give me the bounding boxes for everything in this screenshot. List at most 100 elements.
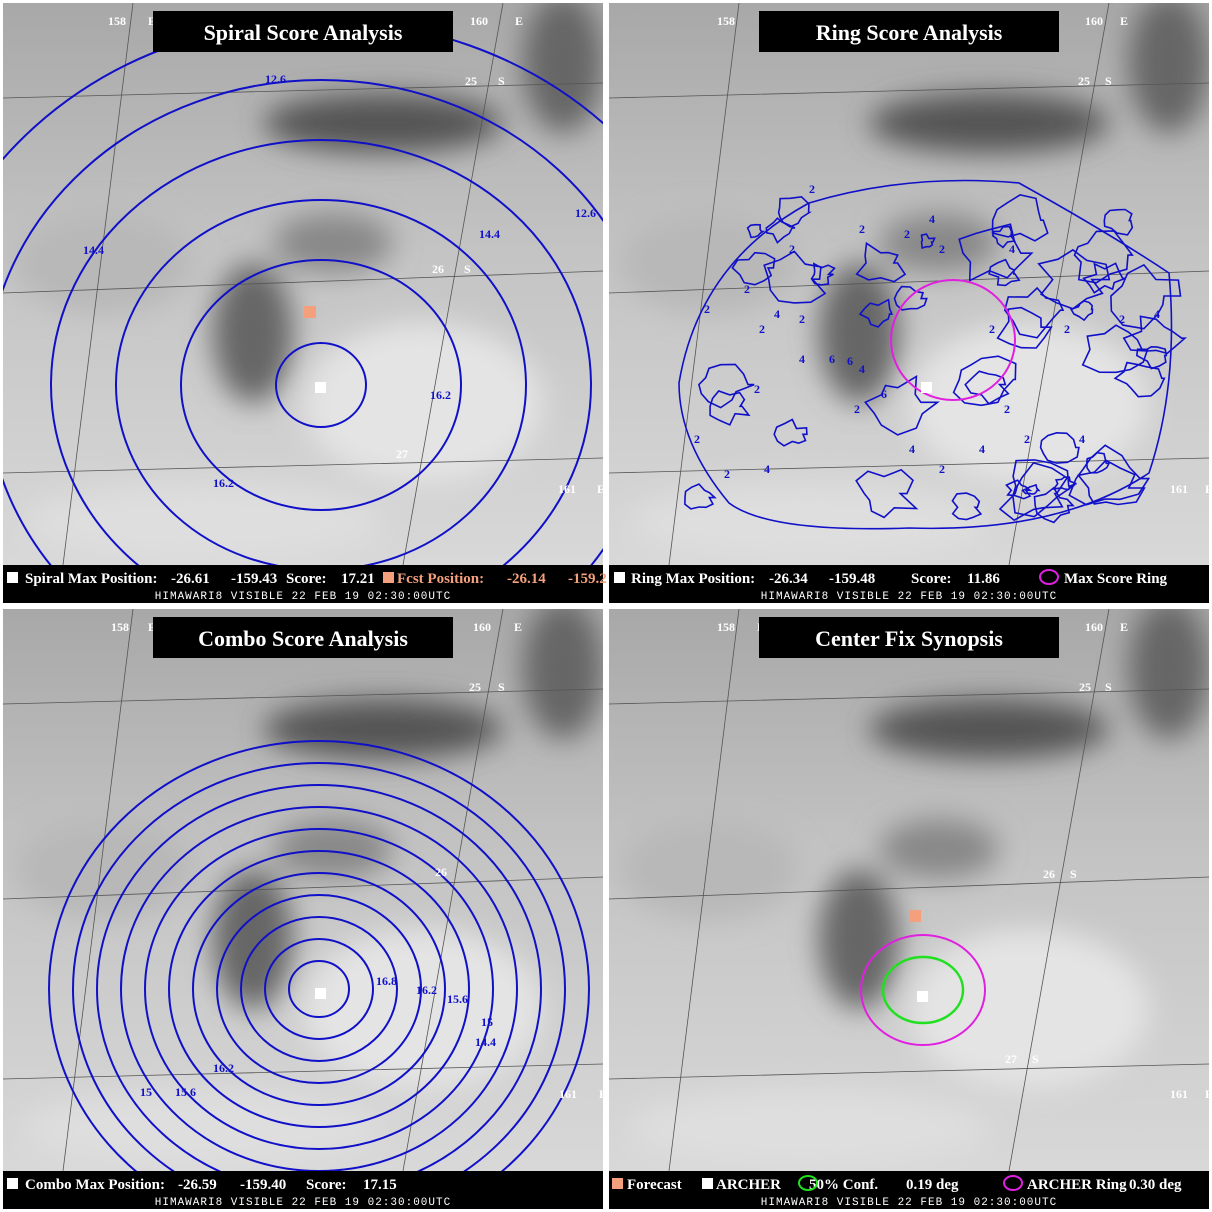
- satellite-image: [609, 3, 1209, 565]
- contour-label: 15.6: [447, 992, 468, 1006]
- grid-label: 158: [108, 14, 126, 28]
- contour: [991, 194, 1049, 242]
- contour: [731, 251, 776, 286]
- contour: [777, 195, 812, 228]
- icon: [383, 572, 394, 583]
- contour: [951, 492, 983, 521]
- contour-label: 16.2: [430, 388, 451, 402]
- cloud: [273, 819, 393, 879]
- satellite-image: [3, 3, 603, 565]
- footer-bar: [609, 1171, 1209, 1209]
- contour: [3, 79, 603, 565]
- contour: [50, 139, 592, 565]
- cloud: [629, 1089, 989, 1169]
- lat-lon-line: [609, 82, 1209, 99]
- icon: [798, 1175, 818, 1191]
- grid-label: S: [498, 74, 505, 88]
- contour-label: 4: [1154, 307, 1160, 321]
- icon: [1003, 1175, 1023, 1191]
- contour-label: 12.6: [575, 206, 596, 220]
- grid-label: E: [514, 620, 522, 634]
- panel-title: Combo Score Analysis: [198, 626, 408, 651]
- legend-text: Ring Max Position:: [631, 571, 755, 587]
- cloud: [819, 263, 899, 403]
- contour: [763, 250, 827, 304]
- contour-label: 16.8: [376, 974, 397, 988]
- contour-label: 2: [799, 312, 805, 326]
- contour: [1039, 431, 1080, 464]
- contour: [998, 461, 1069, 522]
- legend-text: 17.21: [341, 571, 375, 587]
- lat-lon-line: [402, 3, 504, 565]
- contour: [1081, 324, 1149, 374]
- contour: [920, 233, 936, 250]
- footer-info: HIMAWARI8 VISIBLE 22 FEB 19 02:30:00UTC: [155, 591, 451, 603]
- contour-label: 4: [774, 307, 780, 321]
- grid-label: E: [1205, 482, 1212, 496]
- legend-text: -159.40: [240, 1177, 286, 1193]
- lat-lon-line: [609, 876, 1209, 900]
- lat-lon-line: [609, 457, 1209, 474]
- legend-text: Score:: [911, 571, 952, 587]
- contour: [1037, 248, 1111, 310]
- archer-marker: [917, 991, 928, 1002]
- footer-info: HIMAWARI8 VISIBLE 22 FEB 19 02:30:00UTC: [761, 591, 1057, 603]
- grid-label: 25: [1078, 74, 1090, 88]
- legend-text: ARCHER: [716, 1177, 781, 1193]
- contour: [991, 225, 1016, 249]
- legend-text: 0.19 deg: [906, 1177, 959, 1193]
- grid-label: 158: [717, 620, 735, 634]
- contour-label: 4: [1009, 242, 1015, 256]
- legend-text: 17.15: [363, 1177, 397, 1193]
- cloud: [629, 483, 989, 563]
- legend-text: 0.30 deg: [1129, 1177, 1182, 1193]
- contour: [275, 342, 367, 428]
- title-box: [153, 11, 453, 52]
- contour-label: 4: [859, 362, 865, 376]
- footer-info: HIMAWARI8 VISIBLE 22 FEB 19 02:30:00UTC: [761, 1197, 1057, 1209]
- footer-bar: [3, 565, 603, 603]
- grid-label: 160: [470, 14, 488, 28]
- panel-title: Spiral Score Analysis: [204, 20, 403, 45]
- contour-label: 4: [1079, 432, 1085, 446]
- contour-label: 2: [704, 302, 710, 316]
- contour-label: 2: [759, 322, 765, 336]
- cloud: [819, 869, 899, 1009]
- contour: [180, 259, 462, 511]
- cloud: [1129, 609, 1209, 739]
- contours: [48, 740, 590, 1171]
- footer-info: HIMAWARI8 VISIBLE 22 FEB 19 02:30:00UTC: [155, 1197, 451, 1209]
- contour-label: 2: [724, 467, 730, 481]
- contour-label: 2: [694, 432, 700, 446]
- cloud: [909, 323, 1149, 483]
- legend-icons: [614, 569, 1059, 585]
- contour: [1110, 263, 1182, 330]
- contour-label: 4: [979, 442, 985, 456]
- archer-marker: [315, 382, 326, 393]
- grid-label: S: [1070, 867, 1077, 881]
- grid-label: E: [597, 482, 605, 496]
- contour: [684, 483, 717, 510]
- legend-text: Max Score Ring: [1064, 571, 1168, 587]
- grid-label: 27: [396, 447, 408, 461]
- cloud: [303, 323, 543, 483]
- cloud: [619, 819, 799, 919]
- footer-bar: [3, 1171, 603, 1209]
- contour-label: 2: [1119, 312, 1125, 326]
- contour: [810, 262, 836, 286]
- contour-label: 2: [789, 242, 795, 256]
- grid-label: 161: [1170, 482, 1188, 496]
- contour-label: 2: [859, 222, 865, 236]
- cloud: [879, 819, 999, 879]
- legend-text: Score:: [306, 1177, 347, 1193]
- legend-icons: [7, 572, 394, 583]
- lat-lon-line: [3, 876, 603, 900]
- contour: [216, 894, 422, 1084]
- cloud: [879, 213, 999, 273]
- grid-label: 25: [469, 680, 481, 694]
- cloud: [263, 93, 503, 153]
- grid-label: 161: [558, 482, 576, 496]
- grid-label: S: [1105, 680, 1112, 694]
- contour-label: 14.4: [475, 1035, 496, 1049]
